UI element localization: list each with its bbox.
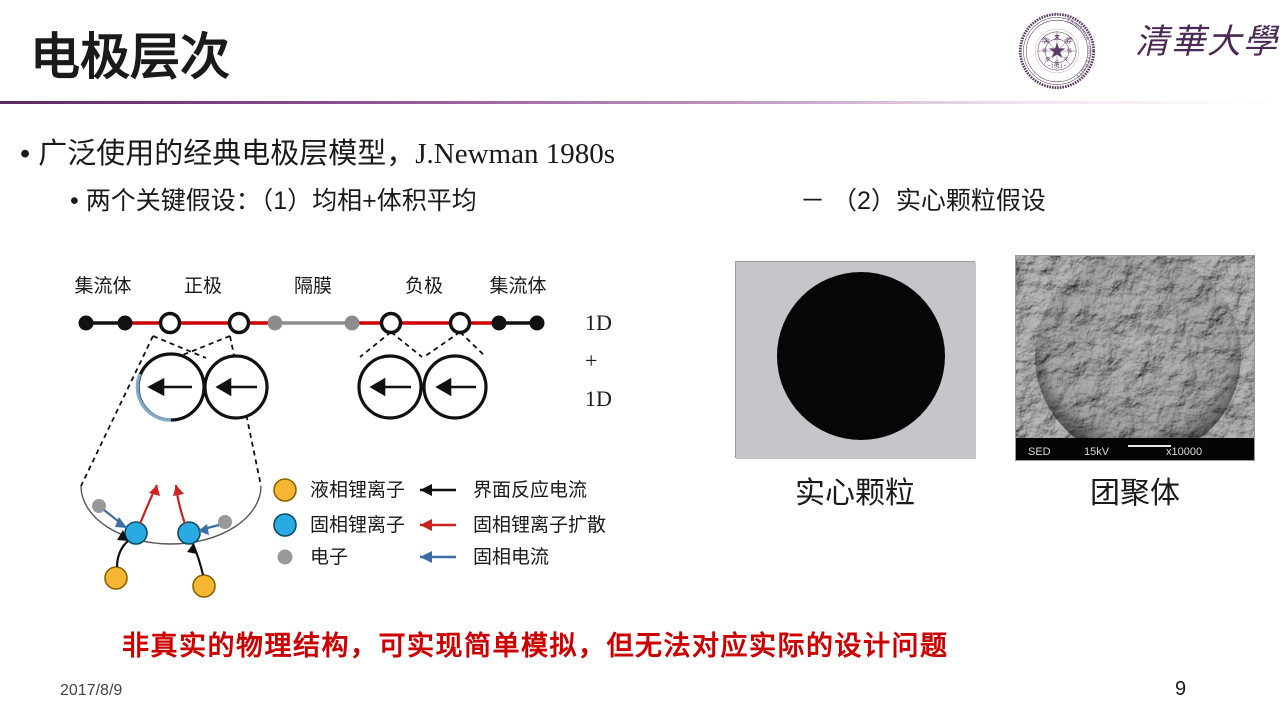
svg-text:1D: 1D (585, 310, 612, 335)
svg-text:正极: 正极 (184, 275, 222, 297)
svg-text:x10000: x10000 (1166, 446, 1202, 458)
svg-text:1D: 1D (585, 386, 612, 411)
svg-text:德: 德 (1042, 47, 1047, 54)
svg-text:集流体: 集流体 (74, 275, 131, 297)
svg-text:载: 载 (1045, 37, 1050, 44)
svg-text:+: + (585, 348, 597, 373)
svg-text:厚: 厚 (1045, 57, 1050, 63)
svg-text:自: 自 (1064, 37, 1069, 44)
svg-text:15kV: 15kV (1084, 446, 1110, 458)
svg-text:息: 息 (1055, 59, 1060, 65)
svg-text:负极: 负极 (405, 275, 443, 297)
svg-text:强: 强 (1067, 48, 1072, 54)
svg-text:界面反应电流: 界面反应电流 (473, 479, 587, 501)
svg-text:SED: SED (1028, 446, 1051, 458)
svg-text:・TSINGHUA・UNIVERSITY: ・TSINGHUA・UNIVERSITY (1060, 16, 1092, 80)
svg-text:固相锂离子: 固相锂离子 (310, 514, 405, 536)
svg-text:电子: 电子 (310, 546, 348, 568)
svg-text:固相电流: 固相电流 (473, 546, 549, 568)
svg-text:液相锂离子: 液相锂离子 (310, 479, 405, 501)
svg-text:集流体: 集流体 (489, 275, 546, 297)
svg-text:固相锂离子扩散: 固相锂离子扩散 (473, 514, 606, 536)
svg-text:隔膜: 隔膜 (294, 275, 332, 297)
